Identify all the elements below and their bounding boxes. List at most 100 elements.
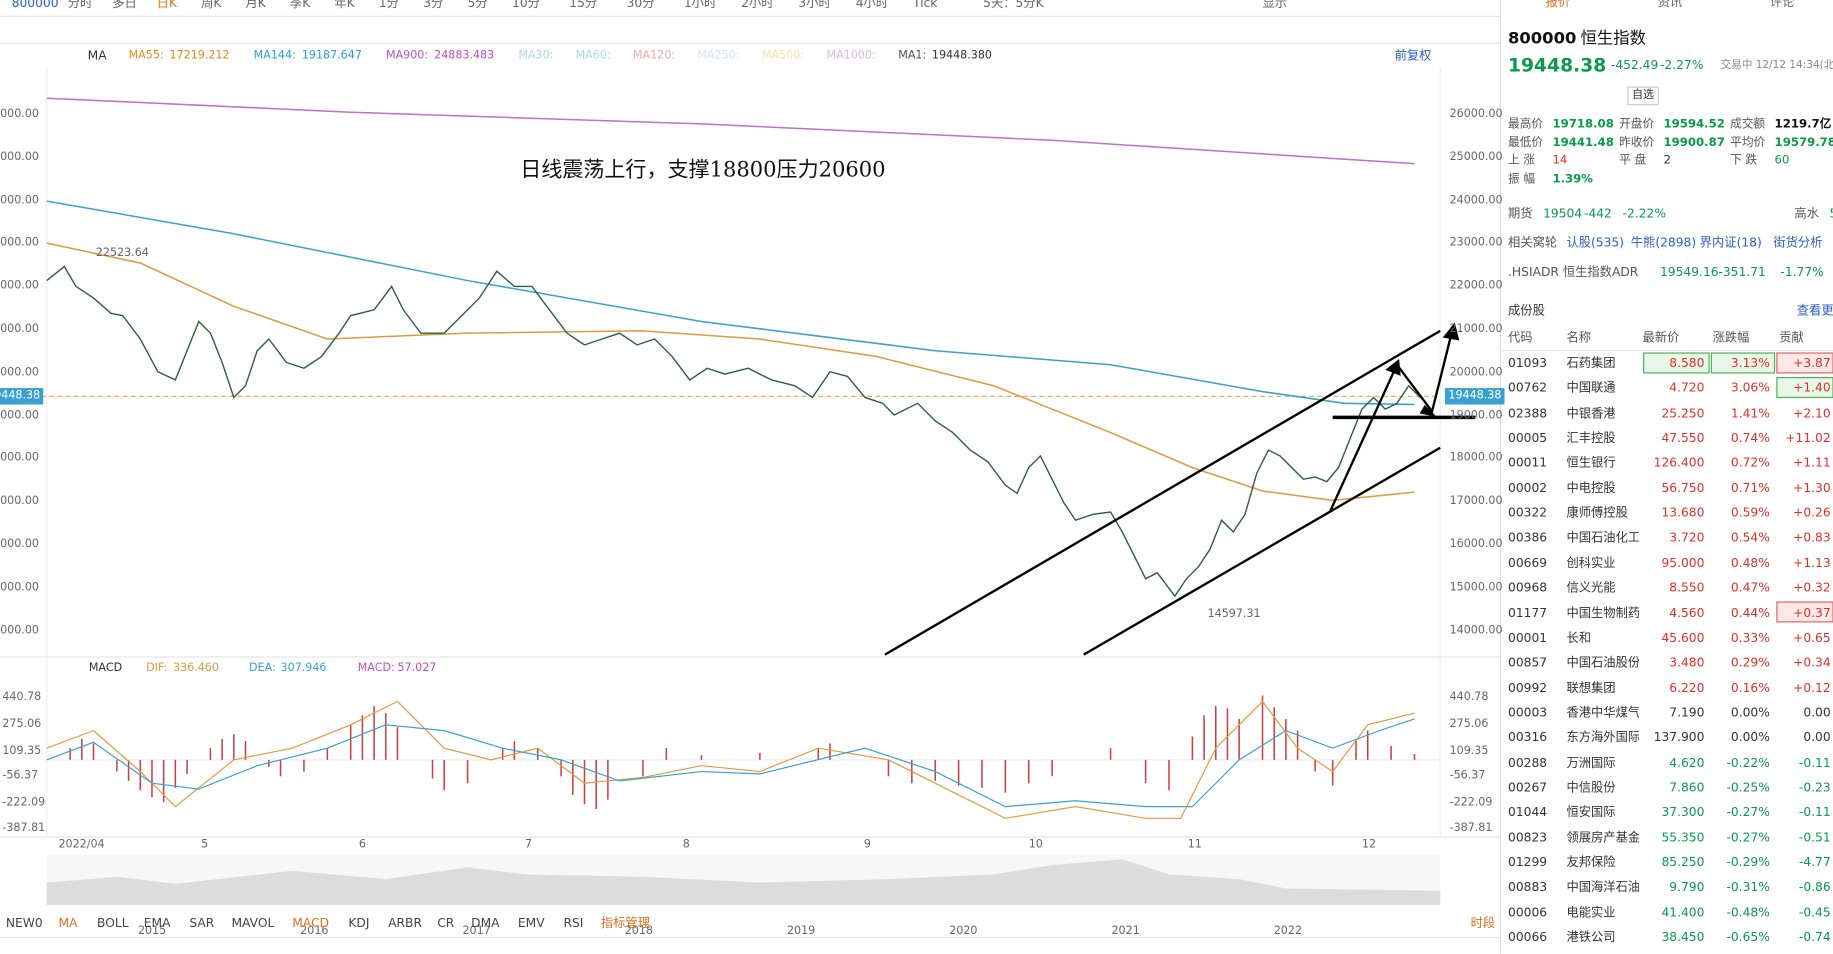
table-cell: 38.450 — [1661, 930, 1705, 945]
indicator-tab[interactable]: KDJ — [348, 916, 370, 931]
period-button[interactable]: 4小时 — [855, 0, 889, 11]
panel-tab[interactable]: 报价 — [1545, 0, 1570, 10]
table-cell[interactable]: 00066 — [1508, 930, 1548, 945]
table-cell[interactable]: 00823 — [1508, 830, 1548, 845]
indicator-tab[interactable]: NEW0 — [5, 916, 43, 931]
period-button[interactable]: 1分 — [378, 0, 399, 11]
panel-tab[interactable]: 资讯 — [1657, 0, 1683, 10]
table-cell[interactable]: 00005 — [1508, 431, 1548, 446]
indicator-tab[interactable]: MACD — [292, 916, 330, 931]
related-link[interactable]: 界内证(18) — [1699, 236, 1762, 251]
price-tick-label: 15000.00 — [1449, 580, 1503, 594]
table-cell: 0.00 — [1803, 730, 1831, 745]
table-cell: 6.220 — [1669, 681, 1705, 696]
table-cell: +0.26 — [1793, 506, 1831, 521]
table-cell: 东方海外国际 — [1566, 730, 1639, 745]
related-link[interactable]: 认股(535) — [1566, 236, 1625, 251]
table-cell: 0.54% — [1730, 531, 1770, 546]
table-cell: 中国石油股份 — [1566, 656, 1639, 671]
table-cell: 联想集团 — [1566, 681, 1616, 696]
period-button[interactable]: 1小时 — [683, 0, 717, 11]
table-cell[interactable]: 00992 — [1508, 681, 1548, 696]
period-button[interactable]: 5分 — [467, 0, 488, 11]
table-header: 名称 — [1566, 330, 1592, 345]
period-button[interactable]: 年K — [334, 0, 355, 11]
table-cell[interactable]: 01299 — [1508, 855, 1548, 870]
period-button[interactable]: 3分 — [423, 0, 444, 11]
stat-label: 平均价 — [1730, 136, 1766, 150]
period-button[interactable]: Tick — [912, 0, 938, 11]
more-link[interactable]: 查看更多 — [1796, 303, 1833, 318]
watch-button[interactable]: 自选 — [1627, 86, 1659, 106]
period-button[interactable]: 15分 — [569, 0, 598, 11]
table-cell[interactable]: 00002 — [1508, 481, 1548, 496]
period-button[interactable]: 月K — [245, 0, 266, 11]
table-cell[interactable]: 00322 — [1508, 506, 1548, 521]
indicator-tab[interactable]: EMA — [143, 916, 171, 931]
macd-tick-label: 440.78 — [2, 690, 42, 704]
indicator-tab[interactable]: CR — [437, 916, 455, 931]
table-cell[interactable]: 00011 — [1508, 456, 1548, 471]
table-cell[interactable]: 00288 — [1508, 755, 1548, 770]
dea-line — [46, 718, 1415, 808]
table-cell[interactable]: 00003 — [1508, 705, 1548, 720]
table-cell[interactable]: 00006 — [1508, 905, 1548, 920]
table-cell: +0.65 — [1793, 631, 1831, 646]
price-tick-label: 19000.00 — [1449, 408, 1503, 422]
table-cell[interactable]: 02388 — [1508, 406, 1548, 421]
adr-field: .HSIADR 恒生指数ADR — [1508, 265, 1639, 280]
table-cell: 恒安国际 — [1566, 805, 1616, 820]
year-label: 2016 — [300, 924, 329, 938]
period-button[interactable]: 5天：5分K — [983, 0, 1044, 11]
table-cell[interactable]: 01093 — [1508, 356, 1548, 371]
indicator-tab[interactable]: SAR — [189, 916, 215, 931]
indicator-tab[interactable]: EMV — [517, 916, 545, 931]
period-button[interactable]: 分时 — [67, 0, 93, 11]
current-price-label: 19448.38 — [1444, 388, 1505, 405]
table-cell[interactable]: 00968 — [1508, 581, 1548, 596]
period-button[interactable]: 多日 — [112, 0, 137, 11]
display-button[interactable]: 显示 — [1262, 0, 1288, 11]
period-button[interactable]: 2小时 — [741, 0, 774, 11]
quote-change: -452.49 — [1610, 58, 1659, 73]
period-button[interactable]: 日K — [156, 0, 177, 11]
price-line — [46, 265, 1421, 598]
indicator-tab[interactable]: 指标管理 — [600, 916, 650, 931]
table-cell: 港铁公司 — [1566, 930, 1616, 945]
period-button[interactable]: 10分 — [512, 0, 540, 11]
stat-value: 19900.87 — [1663, 136, 1725, 150]
table-cell[interactable]: 01044 — [1508, 805, 1548, 820]
stat-label: 上 涨 — [1508, 154, 1536, 168]
related-link[interactable]: 牛熊(2898) — [1630, 236, 1697, 251]
period-button[interactable]: 周K — [201, 0, 222, 11]
table-cell: 1.41% — [1730, 406, 1770, 421]
related-link[interactable]: 街货分析 — [1773, 236, 1823, 251]
table-cell: 137.900 — [1653, 730, 1705, 745]
indicator-tab[interactable]: MA — [58, 916, 78, 931]
indicator-tab[interactable]: DMA — [471, 916, 500, 931]
table-cell: -0.25% — [1726, 780, 1770, 795]
indicator-tab[interactable]: ARBR — [388, 916, 422, 931]
period-button[interactable]: 30分 — [626, 0, 655, 11]
adjust-button[interactable]: 前复权 — [1394, 49, 1432, 64]
table-cell[interactable]: 00669 — [1508, 556, 1548, 571]
table-cell[interactable]: 00857 — [1508, 656, 1548, 671]
panel-tab[interactable]: 评论 — [1769, 0, 1795, 10]
ma-value: 24883.483 — [434, 49, 495, 62]
table-cell[interactable]: 01177 — [1508, 606, 1548, 621]
table-cell[interactable]: 00316 — [1508, 730, 1548, 745]
indicator-tab[interactable]: MAVOL — [231, 916, 275, 931]
stat-value: 19579.78 — [1774, 136, 1833, 150]
indicator-tab[interactable]: RSI — [563, 916, 584, 931]
indicator-tab[interactable]: BOLL — [97, 916, 129, 931]
macd-tick-label: -387.81 — [1449, 821, 1493, 835]
table-cell[interactable]: 00386 — [1508, 531, 1548, 546]
table-cell[interactable]: 00001 — [1508, 631, 1548, 646]
session-button[interactable]: 时段 — [1470, 916, 1496, 931]
table-cell[interactable]: 00762 — [1508, 381, 1548, 396]
period-button[interactable]: 季K — [289, 0, 311, 11]
period-button[interactable]: 3小时 — [798, 0, 831, 11]
table-cell[interactable]: 00883 — [1508, 880, 1548, 895]
table-cell[interactable]: 00267 — [1508, 780, 1548, 795]
year-label: 2020 — [949, 924, 978, 938]
